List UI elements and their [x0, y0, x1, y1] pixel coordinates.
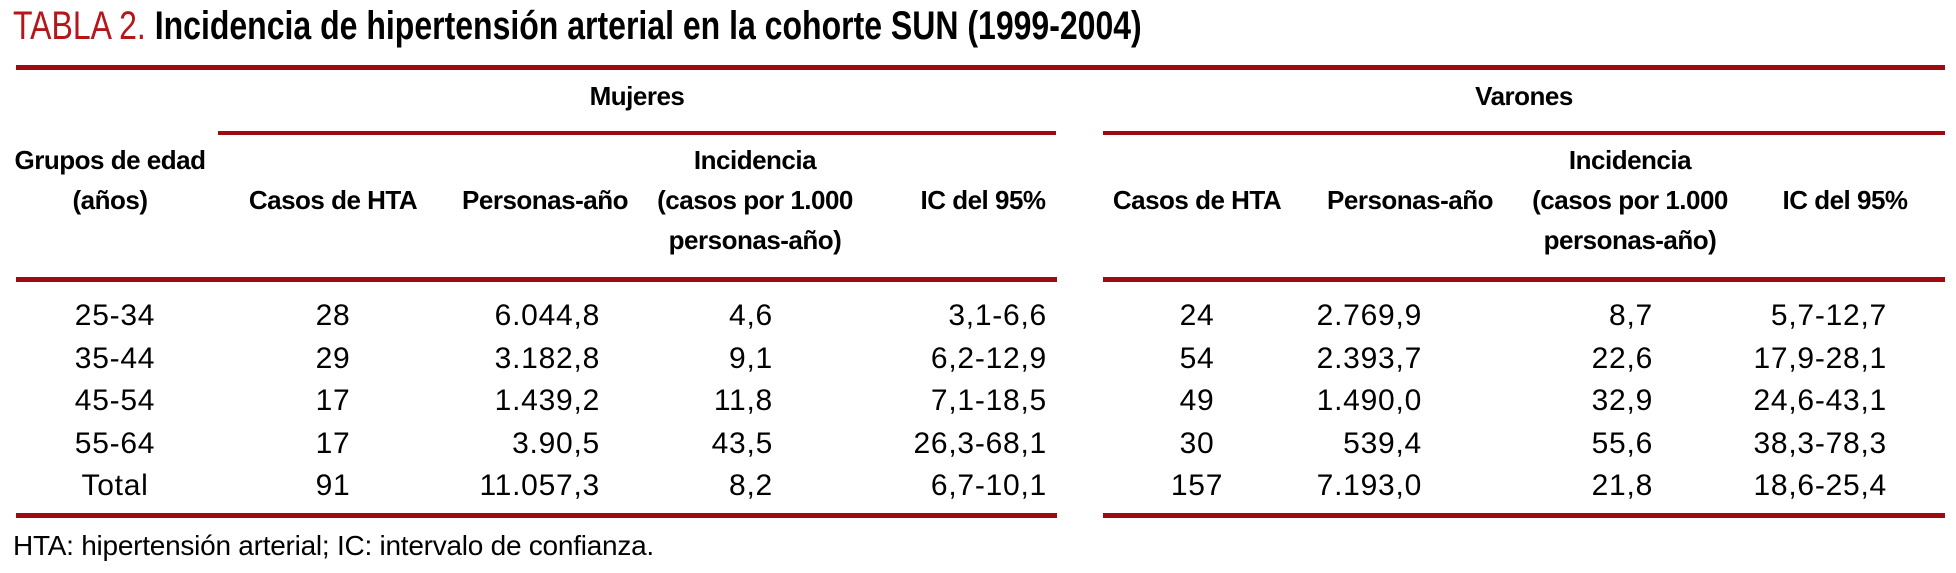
cell-varones-incidencia: 8,7 — [1609, 299, 1653, 332]
cell-varones-casos: 157 — [1170, 469, 1224, 502]
cell-age-total: Total — [81, 469, 149, 502]
cell-mujeres-incidencia: 4,6 — [729, 299, 773, 332]
cell-mujeres-ic: 6,2-12,9 — [930, 342, 1047, 375]
cell-varones-ic: 38,3-78,3 — [1753, 427, 1887, 460]
cell-varones-incidencia: 55,6 — [1591, 427, 1653, 460]
group-header-varones: Varones — [1475, 81, 1573, 111]
column-header-varones-incidencia-line1: Incidencia — [1568, 145, 1692, 175]
column-header-age: Grupos de edad (años) — [15, 140, 206, 220]
cell-mujeres-incidencia: 11,8 — [713, 384, 773, 417]
cell-mujeres-ic: 7,1-18,5 — [930, 384, 1047, 417]
cell-mujeres-casos: 28 — [315, 299, 351, 332]
cell-mujeres-incidencia: 9,1 — [729, 342, 773, 375]
cell-varones-casos: 30 — [1179, 427, 1215, 460]
cell-varones-ic: 18,6-25,4 — [1753, 469, 1887, 502]
cell-mujeres-personas: 6.044,8 — [494, 299, 600, 332]
cell-mujeres-personas: 3.182,8 — [494, 342, 600, 375]
column-header-mujeres-incidencia: Incidencia (casos por 1.000 personas-año… — [657, 140, 853, 260]
cell-mujeres-casos: 17 — [315, 427, 351, 460]
table-title-text: Incidencia de hipertensión arterial en l… — [145, 4, 1142, 48]
cell-varones-incidencia: 32,9 — [1591, 384, 1653, 417]
cell-mujeres-ic: 3,1-6,6 — [948, 299, 1047, 332]
cell-mujeres-incidencia: 8,2 — [729, 469, 773, 502]
cell-varones-personas: 7.193,0 — [1316, 469, 1422, 502]
header-bottom-rule-left — [16, 277, 1057, 282]
cell-varones-personas: 1.490,0 — [1316, 384, 1422, 417]
cell-varones-ic: 17,9-28,1 — [1753, 342, 1887, 375]
column-header-age-line1: Grupos de edad — [14, 145, 206, 175]
cell-age: 45-54 — [74, 384, 156, 417]
cell-varones-casos: 24 — [1179, 299, 1215, 332]
column-header-varones-incidencia-line2: (casos por 1.000 — [1532, 185, 1728, 215]
cell-mujeres-casos: 29 — [315, 342, 351, 375]
cell-mujeres-casos: 17 — [315, 384, 351, 417]
cell-varones-incidencia: 21,8 — [1591, 469, 1653, 502]
cell-mujeres-incidencia: 43,5 — [711, 427, 773, 460]
cell-age: 35-44 — [74, 342, 156, 375]
cell-mujeres-ic: 26,3-68,1 — [913, 427, 1047, 460]
cell-varones-personas: 539,4 — [1343, 427, 1422, 460]
column-header-mujeres-incidencia-line1: Incidencia — [693, 145, 817, 175]
cell-age: 25-34 — [74, 299, 156, 332]
cell-varones-ic: 5,7-12,7 — [1770, 299, 1887, 332]
column-header-age-line2: (años) — [72, 185, 148, 215]
cell-mujeres-casos: 91 — [315, 469, 351, 502]
cell-varones-casos: 49 — [1179, 384, 1215, 417]
column-header-varones-personas: Personas-año — [1327, 185, 1493, 215]
table-footnote: HTA: hipertensión arterial; IC: interval… — [13, 530, 654, 561]
cell-mujeres-personas: 1.439,2 — [494, 384, 600, 417]
cell-varones-incidencia: 22,6 — [1591, 342, 1653, 375]
top-rule — [16, 65, 1945, 70]
column-header-mujeres-personas: Personas-año — [462, 185, 628, 215]
column-header-mujeres-casos: Casos de HTA — [248, 185, 418, 215]
cell-mujeres-personas: 3.90,5 — [512, 427, 600, 460]
mujeres-group-underline — [218, 131, 1056, 135]
group-header-mujeres: Mujeres — [589, 81, 685, 111]
varones-group-underline — [1103, 131, 1945, 135]
column-header-varones-incidencia: Incidencia (casos por 1.000 personas-año… — [1532, 140, 1728, 260]
column-header-varones-ic: IC del 95% — [1782, 185, 1908, 215]
column-header-mujeres-incidencia-line3: personas-año) — [668, 225, 842, 255]
cell-mujeres-personas: 11.057,3 — [479, 469, 600, 502]
column-header-varones-incidencia-line3: personas-año) — [1543, 225, 1717, 255]
cell-varones-personas: 2.393,7 — [1316, 342, 1422, 375]
cell-varones-ic: 24,6-43,1 — [1753, 384, 1887, 417]
column-header-mujeres-ic: IC del 95% — [920, 185, 1046, 215]
table-number-label: TABLA 2. — [13, 4, 146, 48]
header-bottom-rule-right — [1103, 277, 1945, 282]
table-bottom-rule-left — [16, 513, 1057, 518]
column-header-varones-casos: Casos de HTA — [1112, 185, 1282, 215]
table-title: TABLA 2. Incidencia de hipertensión arte… — [13, 3, 1424, 49]
cell-mujeres-ic: 6,7-10,1 — [930, 469, 1047, 502]
cell-varones-casos: 54 — [1179, 342, 1215, 375]
cell-age: 55-64 — [74, 427, 156, 460]
table-bottom-rule-right — [1103, 513, 1945, 518]
cell-varones-personas: 2.769,9 — [1316, 299, 1422, 332]
column-header-mujeres-incidencia-line2: (casos por 1.000 — [657, 185, 853, 215]
